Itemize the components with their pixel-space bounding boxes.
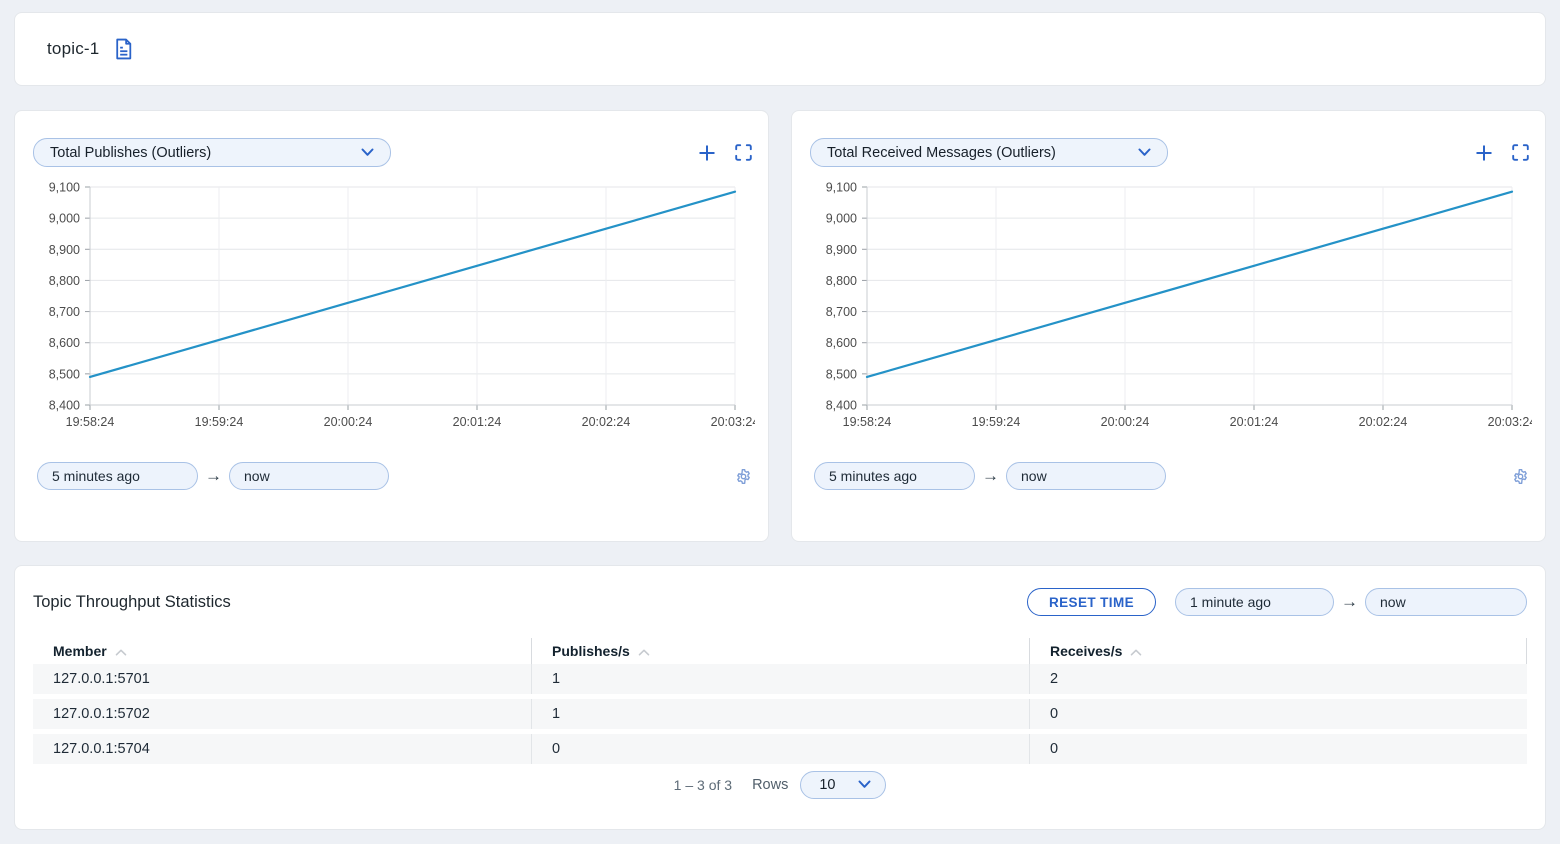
chart-settings-gear-icon[interactable] <box>1512 468 1529 485</box>
publishes-chart-card: Total Publishes (Outliers) <box>14 110 769 542</box>
reset-time-button[interactable]: RESET TIME <box>1026 588 1156 616</box>
document-icon[interactable] <box>113 38 134 60</box>
svg-text:9,100: 9,100 <box>826 181 857 195</box>
svg-text:8,900: 8,900 <box>826 243 857 257</box>
table-header-row: Member Publishes/s Receives/s <box>33 638 1527 664</box>
table-cell: 2 <box>1029 664 1527 694</box>
svg-text:9,000: 9,000 <box>826 212 857 226</box>
table-cell: 0 <box>1029 734 1527 764</box>
column-header-receives[interactable]: Receives/s <box>1029 638 1527 664</box>
arrow-right-icon: → <box>982 466 999 485</box>
time-to-input[interactable] <box>1006 462 1166 490</box>
received-chart-card: Total Received Messages (Outliers) <box>791 110 1546 542</box>
svg-text:19:59:24: 19:59:24 <box>195 415 244 429</box>
sort-chevron-icon <box>115 643 127 659</box>
metric-select-label: Total Publishes (Outliers) <box>50 144 212 161</box>
table-row[interactable]: 127.0.0.1:5702 1 0 <box>33 699 1527 729</box>
metric-select-publishes[interactable]: Total Publishes (Outliers) <box>33 138 391 167</box>
table-cell: 127.0.0.1:5702 <box>53 706 150 722</box>
chevron-down-icon <box>361 145 374 161</box>
time-to-input[interactable] <box>229 462 389 490</box>
rows-per-page-select[interactable]: 10 <box>800 771 887 799</box>
panel-title: Topic Throughput Statistics <box>33 592 231 611</box>
sort-chevron-icon <box>1130 643 1142 659</box>
svg-text:20:03:24: 20:03:24 <box>711 415 755 429</box>
svg-text:8,900: 8,900 <box>49 243 80 257</box>
svg-text:8,600: 8,600 <box>826 336 857 350</box>
svg-text:8,700: 8,700 <box>49 305 80 319</box>
table-time-from-input[interactable] <box>1175 588 1334 616</box>
fullscreen-icon[interactable] <box>735 144 752 161</box>
table-cell: 0 <box>1029 699 1527 729</box>
svg-text:8,800: 8,800 <box>49 274 80 288</box>
svg-text:20:03:24: 20:03:24 <box>1488 415 1532 429</box>
svg-text:8,600: 8,600 <box>49 336 80 350</box>
table-cell: 0 <box>531 734 1029 764</box>
time-from-input[interactable] <box>814 462 975 490</box>
page-title: topic-1 <box>47 39 100 58</box>
svg-text:8,800: 8,800 <box>826 274 857 288</box>
pagination-range: 1 – 3 of 3 <box>673 777 733 793</box>
throughput-statistics-panel: Topic Throughput Statistics RESET TIME →… <box>14 565 1546 830</box>
svg-text:8,500: 8,500 <box>826 367 857 381</box>
topic-header-panel: topic-1 <box>14 12 1546 86</box>
table-cell: 127.0.0.1:5701 <box>53 671 150 687</box>
svg-text:19:58:24: 19:58:24 <box>66 415 115 429</box>
chevron-down-icon <box>1138 145 1151 161</box>
table-row[interactable]: 127.0.0.1:5701 1 2 <box>33 664 1527 694</box>
fullscreen-icon[interactable] <box>1512 144 1529 161</box>
svg-text:19:58:24: 19:58:24 <box>843 415 892 429</box>
svg-text:8,400: 8,400 <box>826 399 857 413</box>
svg-text:8,400: 8,400 <box>49 399 80 413</box>
add-chart-icon[interactable] <box>698 144 716 162</box>
charts-row: Total Publishes (Outliers) <box>14 110 1546 542</box>
svg-text:8,500: 8,500 <box>49 367 80 381</box>
table-cell: 1 <box>531 664 1029 694</box>
svg-text:20:02:24: 20:02:24 <box>1359 415 1408 429</box>
arrow-right-icon: → <box>205 466 222 485</box>
table-row[interactable]: 127.0.0.1:5704 0 0 <box>33 734 1527 764</box>
svg-text:20:02:24: 20:02:24 <box>582 415 631 429</box>
arrow-right-icon: → <box>1341 592 1358 611</box>
chevron-down-icon <box>858 777 871 793</box>
svg-text:20:01:24: 20:01:24 <box>1230 415 1279 429</box>
svg-text:20:01:24: 20:01:24 <box>453 415 502 429</box>
chart-settings-gear-icon[interactable] <box>735 468 752 485</box>
pagination: 1 – 3 of 3 Rows 10 <box>33 771 1527 799</box>
sort-chevron-icon <box>638 643 650 659</box>
table-cell: 1 <box>531 699 1029 729</box>
line-chart-publishes[interactable]: 8,400 8,500 8,600 8,700 8,800 8,900 9,000 9,100… <box>31 179 755 431</box>
svg-text:9,100: 9,100 <box>49 181 80 195</box>
table-time-to-input[interactable] <box>1365 588 1527 616</box>
add-chart-icon[interactable] <box>1475 144 1493 162</box>
metric-select-received[interactable]: Total Received Messages (Outliers) <box>810 138 1168 167</box>
rows-per-page-label: Rows <box>752 777 789 793</box>
table-cell: 127.0.0.1:5704 <box>53 741 150 757</box>
svg-text:8,700: 8,700 <box>826 305 857 319</box>
column-header-member[interactable]: Member <box>33 638 531 664</box>
metric-select-label: Total Received Messages (Outliers) <box>827 144 1056 161</box>
column-header-publishes[interactable]: Publishes/s <box>531 638 1029 664</box>
line-chart-received[interactable]: 8,400 8,500 8,600 8,700 8,800 8,900 9,000 9,100… <box>808 179 1532 431</box>
svg-text:9,000: 9,000 <box>49 212 80 226</box>
time-from-input[interactable] <box>37 462 198 490</box>
svg-text:20:00:24: 20:00:24 <box>1101 415 1150 429</box>
svg-text:20:00:24: 20:00:24 <box>324 415 373 429</box>
svg-text:19:59:24: 19:59:24 <box>972 415 1021 429</box>
table-body: 127.0.0.1:5701 1 2 127.0.0.1:5702 1 0 127.0.0.… <box>33 664 1527 764</box>
